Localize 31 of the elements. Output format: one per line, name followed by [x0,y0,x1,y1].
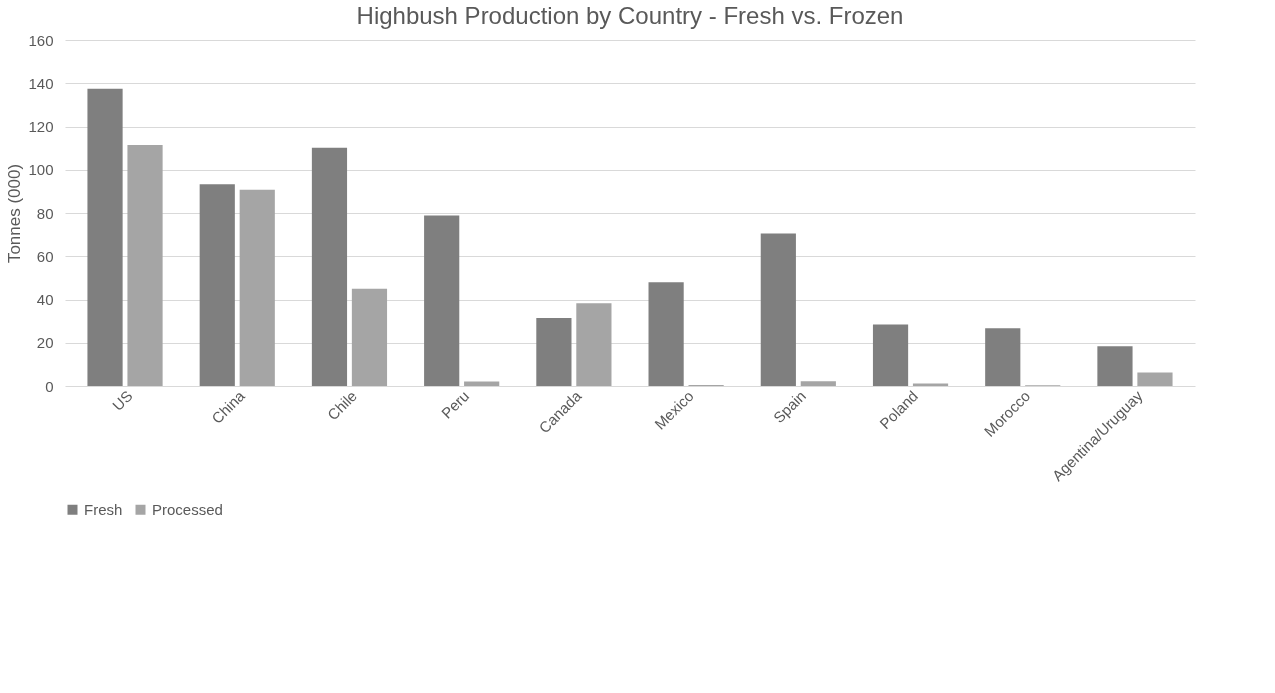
bar [87,88,123,386]
bar [985,328,1021,386]
bar [127,145,163,386]
bar [536,317,572,386]
y-tick-label: 160 [28,31,54,49]
bar [1097,346,1133,386]
y-tick-label: 60 [36,247,54,265]
bar [424,215,460,386]
legend-label: Processed [152,500,223,518]
bar [311,147,348,386]
y-axis-title: Tonnes (000) [5,163,25,264]
x-tick-label: US [108,387,136,414]
bar [239,189,275,386]
bar [648,282,684,386]
y-tick-label: 100 [28,161,54,179]
y-tick-label: 20 [36,334,54,352]
y-tick-label: 120 [28,118,54,135]
chart-title: Highbush Production by Country - Fresh vs. Frozen [356,2,904,29]
y-tick-label: 140 [28,74,54,92]
bar [760,233,796,386]
y-tick-label: 0 [45,377,54,395]
bar [576,303,612,386]
y-tick-label: 40 [36,291,54,308]
bar [800,381,836,386]
bar [1137,372,1173,386]
legend-label: Fresh [84,500,123,518]
bar [199,184,235,386]
y-tick-label: 80 [36,204,54,222]
bar [464,381,500,386]
bar [351,288,388,386]
bar [872,324,909,386]
